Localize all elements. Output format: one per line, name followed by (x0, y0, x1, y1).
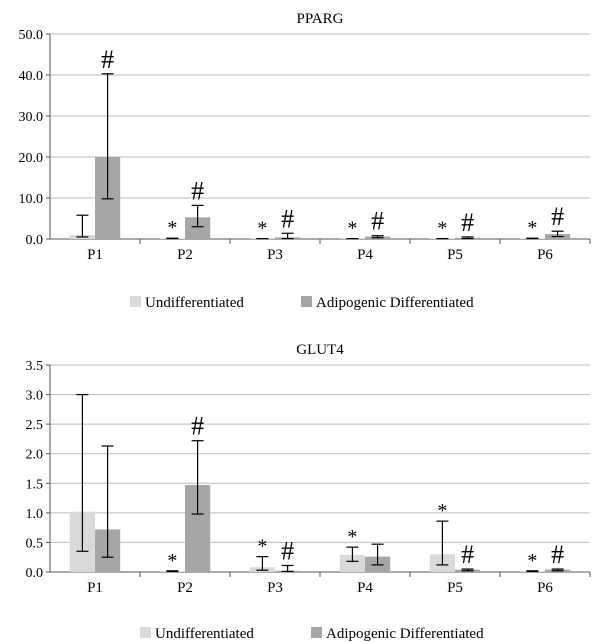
hash-marker: # (101, 45, 114, 74)
x-tick-label: P1 (87, 247, 103, 263)
legend-swatch-undifferentiated (140, 627, 151, 638)
hash-marker: # (281, 204, 294, 233)
hash-marker: # (371, 207, 384, 236)
y-tick-label: 1.0 (26, 507, 44, 522)
legend-label-adipogenic: Adipogenic Differentiated (316, 295, 474, 311)
x-tick-label: P6 (537, 580, 553, 596)
star-marker: * (437, 500, 447, 522)
y-tick-label: 30.0 (19, 110, 44, 125)
hash-marker: # (551, 540, 564, 569)
star-marker: * (347, 218, 357, 240)
x-tick-label: P4 (357, 247, 373, 263)
hash-marker: # (461, 208, 474, 237)
chart-title: PPARG (297, 11, 344, 27)
hash-marker: # (281, 536, 294, 565)
legend-swatch-undifferentiated (130, 296, 141, 307)
x-tick-label: P3 (267, 247, 283, 263)
star-marker: * (527, 217, 537, 239)
y-tick-label: 3.0 (26, 389, 44, 404)
star-marker: * (257, 218, 267, 240)
star-marker: * (437, 218, 447, 240)
legend-label-undifferentiated: Undifferentiated (155, 626, 254, 642)
star-marker: * (527, 550, 537, 572)
x-tick-label: P1 (87, 580, 103, 596)
x-tick-label: P6 (537, 247, 553, 263)
hash-marker: # (551, 202, 564, 231)
y-tick-label: 50.0 (19, 28, 44, 43)
y-tick-label: 2.0 (26, 448, 44, 463)
bar (339, 554, 365, 572)
legend-swatch-adipogenic (311, 627, 322, 638)
legend-label-undifferentiated: Undifferentiated (145, 295, 244, 311)
y-tick-label: 40.0 (19, 69, 44, 84)
y-tick-label: 2.5 (26, 418, 44, 433)
x-tick-label: P3 (267, 580, 283, 596)
legend-swatch-adipogenic (301, 296, 312, 307)
star-marker: * (167, 217, 177, 239)
hash-marker: # (191, 412, 204, 441)
bar (185, 217, 211, 239)
hash-marker: # (461, 540, 474, 569)
y-tick-label: 0.0 (26, 566, 44, 581)
hash-marker: # (191, 176, 204, 205)
y-tick-label: 3.5 (26, 359, 44, 374)
x-tick-label: P5 (447, 580, 463, 596)
star-marker: * (257, 536, 267, 558)
chart-title: GLUT4 (296, 342, 344, 358)
x-tick-label: P2 (177, 580, 193, 596)
y-tick-label: 20.0 (19, 151, 44, 166)
x-tick-label: P2 (177, 247, 193, 263)
y-tick-label: 1.5 (26, 477, 44, 492)
legend-label-adipogenic: Adipogenic Differentiated (326, 626, 484, 642)
x-tick-label: P5 (447, 247, 463, 263)
star-marker: * (347, 526, 357, 548)
x-tick-label: P4 (357, 580, 373, 596)
y-tick-label: 10.0 (19, 192, 44, 207)
star-marker: * (167, 550, 177, 572)
y-tick-label: 0.5 (26, 536, 44, 551)
y-tick-label: 0.0 (26, 233, 44, 248)
